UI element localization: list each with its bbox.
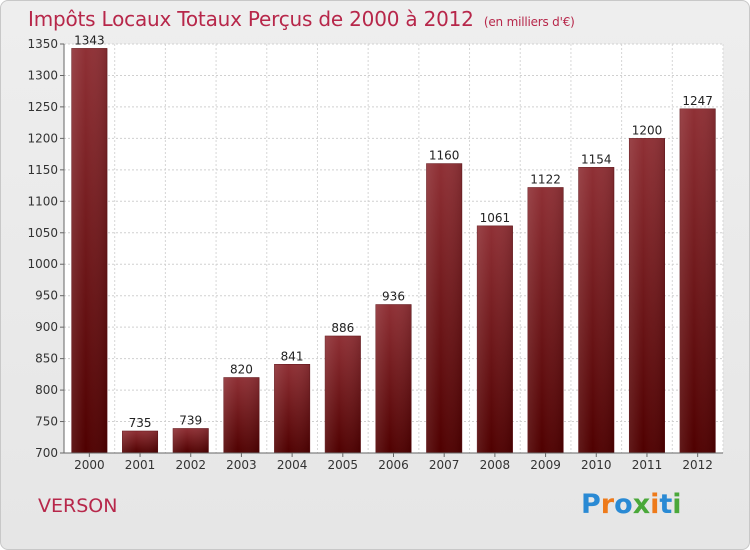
bar-value-label: 739 — [179, 413, 202, 427]
chart-subtitle: (en milliers d'€) — [483, 15, 575, 29]
chart-title: Impôts Locaux Totaux Perçus de 2000 à 20… — [28, 7, 474, 31]
axis-layer: 700 750 800 850 900 950 1000 1050 1100 1150 1200 12… — [27, 37, 723, 472]
bars-layer: 1343 735 739 820 841 886 936 1160 1061 1122 1154 12… — [71, 33, 716, 454]
bar-value-label: 735 — [129, 416, 152, 430]
x-tick-label: 2007 — [429, 458, 460, 472]
y-tick-label: 1300 — [27, 68, 58, 82]
y-tick-label: 1200 — [27, 131, 58, 145]
y-tick-label: 1150 — [27, 163, 58, 177]
y-tick-label: 1050 — [27, 226, 58, 240]
bar-value-label: 820 — [230, 362, 253, 376]
x-tick-label: 2012 — [682, 458, 713, 472]
x-tick-label: 2005 — [328, 458, 359, 472]
y-tick-label: 1250 — [27, 100, 58, 114]
x-tick-label: 2002 — [175, 458, 206, 472]
logo-letter: r — [600, 489, 615, 520]
x-tick-label: 2011 — [632, 458, 663, 472]
bar-shading — [325, 335, 361, 453]
bar-value-label: 1122 — [530, 172, 561, 186]
x-tick-label: 2000 — [74, 458, 105, 472]
y-tick-label: 950 — [35, 289, 58, 303]
x-tick-label: 2001 — [125, 458, 156, 472]
bar-value-label: 886 — [331, 321, 354, 335]
bar-value-label: 1247 — [682, 94, 713, 108]
logo-letter: P — [581, 489, 601, 520]
bar-value-label: 1160 — [429, 149, 460, 163]
x-tick-label: 2003 — [226, 458, 257, 472]
x-tick-label: 2008 — [480, 458, 511, 472]
bar-shading — [172, 428, 209, 453]
y-tick-label: 1000 — [27, 257, 58, 271]
bar-shading — [629, 138, 665, 453]
bar-value-label: 841 — [281, 349, 304, 363]
bar-value-label: 1200 — [632, 123, 663, 137]
bar-chart: 1343 735 739 820 841 886 936 1160 1061 1122 1154 12… — [27, 33, 724, 472]
y-tick-label: 900 — [35, 320, 58, 334]
proxiti-logo: Proxiti — [581, 489, 682, 520]
bar-shading — [679, 108, 716, 454]
y-tick-label: 1100 — [27, 194, 58, 208]
y-tick-label: 800 — [35, 383, 58, 397]
bar-shading — [375, 304, 412, 453]
logo-letter: i — [650, 489, 660, 520]
logo-letter: i — [672, 489, 682, 520]
bar-shading — [426, 163, 462, 454]
bar-value-label: 1061 — [480, 211, 511, 225]
x-tick-label: 2010 — [581, 458, 612, 472]
x-tick-label: 2006 — [378, 458, 409, 472]
chart-title-block: Impôts Locaux Totaux Perçus de 2000 à 20… — [28, 7, 575, 31]
x-tick-label: 2009 — [530, 458, 561, 472]
logo-letter: x — [632, 489, 651, 520]
logo-letter: o — [614, 489, 633, 520]
bar-shading — [527, 187, 564, 454]
y-tick-label: 750 — [35, 415, 58, 429]
x-tick-label: 2004 — [277, 458, 308, 472]
bar-shading — [223, 377, 260, 453]
bar-value-label: 1343 — [74, 33, 105, 47]
place-name: VERSON — [38, 495, 118, 517]
bar-shading — [578, 167, 615, 453]
bar-shading — [122, 430, 158, 453]
y-tick-label: 850 — [35, 352, 58, 366]
bar-shading — [71, 48, 108, 454]
logo-letter: t — [659, 489, 673, 520]
y-tick-label: 1350 — [27, 37, 58, 51]
bar-value-label: 1154 — [581, 152, 612, 166]
y-tick-label: 700 — [35, 446, 58, 460]
bar-shading — [477, 225, 513, 453]
bar-value-label: 936 — [382, 290, 405, 304]
bar-shading — [274, 364, 310, 453]
